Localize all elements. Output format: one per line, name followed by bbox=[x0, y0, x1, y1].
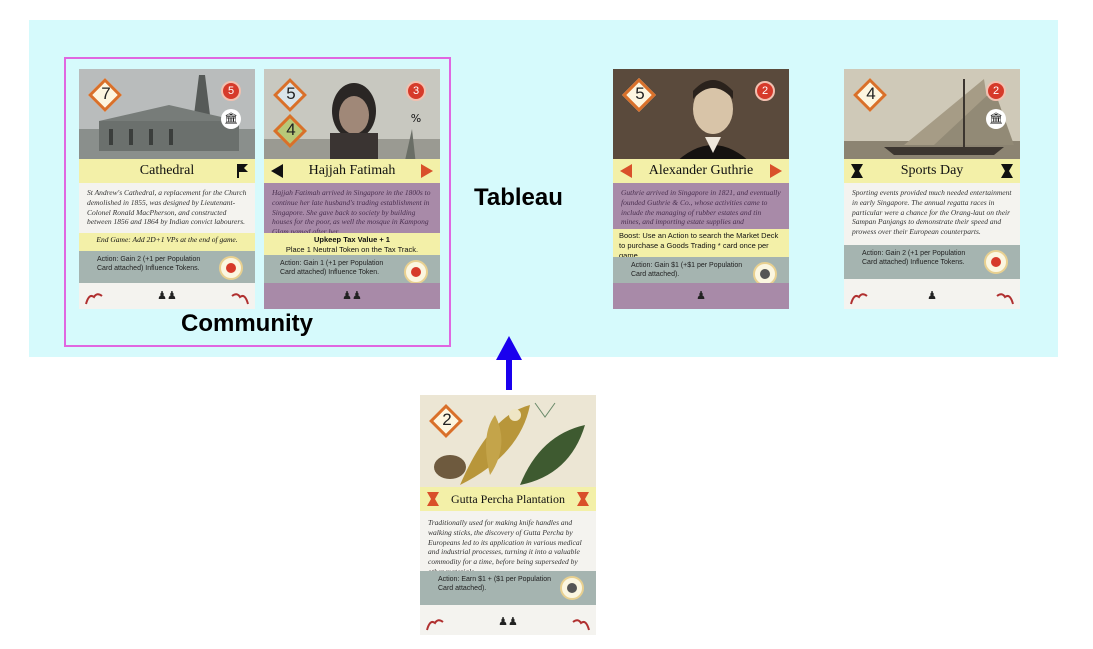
cost-badge: 2 bbox=[429, 404, 463, 438]
action-text: Action: Gain 1 (+1 per Population Card a… bbox=[280, 260, 384, 276]
effect-text: Boost: Use an Action to search the Marke… bbox=[619, 231, 779, 260]
card-footer: ♟ bbox=[613, 283, 789, 309]
vp-badge: 3 bbox=[406, 81, 426, 101]
card-effect: Boost: Use an Action to search the Marke… bbox=[613, 229, 789, 266]
community-label: Community bbox=[181, 310, 313, 337]
card-description: St Andrew's Cathedral, a replacement for… bbox=[87, 188, 247, 227]
card-action: Action: Earn $1 + ($1 per Population Car… bbox=[420, 571, 596, 605]
arrow-right-icon bbox=[770, 164, 782, 178]
population-icon: ♟♟ bbox=[157, 289, 177, 302]
arrow-left-icon bbox=[271, 164, 283, 178]
vp-badge: 5 bbox=[221, 81, 241, 101]
vp-badge: 2 bbox=[986, 81, 1006, 101]
ornament-icon bbox=[426, 619, 444, 631]
card-footer: ♟♟ bbox=[264, 283, 440, 309]
action-text: Action: Gain 2 (+1 per Population Card a… bbox=[862, 250, 966, 266]
card-description: Guthrie arrived in Singapore in 1821, an… bbox=[613, 183, 789, 236]
flag-icon bbox=[427, 492, 439, 506]
cost-badge: 7 bbox=[88, 78, 122, 112]
population-icon: ♟♟ bbox=[498, 615, 518, 628]
tableau-label: Tableau bbox=[474, 184, 563, 211]
card-hajjah-fatimah[interactable]: 5 4 3 % Hajjah Fatimah Hajjah Fatimah ar… bbox=[264, 69, 440, 309]
card-effect: End Game: Add 2D+1 VPs at the end of gam… bbox=[79, 233, 255, 251]
ornament-icon bbox=[996, 293, 1014, 305]
card-description: Traditionally used for making knife hand… bbox=[428, 518, 582, 576]
ornament-icon bbox=[85, 293, 103, 305]
card-title: Alexander Guthrie bbox=[648, 163, 754, 178]
cost-badge: 5 bbox=[622, 78, 656, 112]
card-alexander-guthrie[interactable]: 5 2 Alexander Guthrie Guthrie arrived in… bbox=[613, 69, 789, 309]
arrow-up-icon bbox=[496, 336, 522, 360]
card-action: Action: Gain 2 (+1 per Population Card a… bbox=[844, 245, 1020, 279]
cost-badge: 5 bbox=[273, 78, 307, 112]
card-footer: ♟ bbox=[844, 283, 1020, 309]
museum-icon: 🏛 bbox=[221, 109, 241, 129]
card-title-band: Hajjah Fatimah bbox=[264, 159, 440, 183]
population-icon: ♟ bbox=[927, 289, 937, 302]
vp-badge: 2 bbox=[755, 81, 775, 101]
population-icon: ♟♟ bbox=[342, 289, 362, 302]
action-text: Action: Gain 2 (+1 per Population Card a… bbox=[97, 256, 201, 272]
money-seal-icon bbox=[560, 576, 584, 600]
card-gutta-percha-plantation[interactable]: 2 Gutta Percha Plantation Traditionally … bbox=[420, 395, 596, 635]
flag-icon bbox=[237, 164, 248, 178]
action-text: Action: Gain $1 (+$1 per Population Card… bbox=[631, 262, 743, 278]
museum-icon: 🏛 bbox=[986, 109, 1006, 129]
card-title-band: Sports Day bbox=[844, 159, 1020, 183]
card-description: Hajjah Fatimah arrived in Singapore in t… bbox=[264, 183, 440, 236]
influence-seal-icon bbox=[984, 250, 1008, 274]
card-cathedral[interactable]: 7 5 🏛 Cathedral St Andrew's Cathedral, a… bbox=[79, 69, 255, 309]
card-effect: Upkeep Tax Value + 1 Place 1 Neutral Tok… bbox=[264, 233, 440, 255]
card-title: Sports Day bbox=[900, 163, 964, 178]
flag-icon bbox=[1001, 164, 1013, 178]
percent-icon: % bbox=[410, 112, 422, 125]
arrow-right-icon bbox=[421, 164, 433, 178]
card-sports-day[interactable]: 4 2 🏛 Sports Day Sporting events provide… bbox=[844, 69, 1020, 309]
card-title-band: Cathedral bbox=[79, 159, 255, 183]
card-footer: ♟♟ bbox=[420, 609, 596, 635]
card-title-band: Gutta Percha Plantation bbox=[420, 487, 596, 511]
arrow-shaft bbox=[506, 358, 512, 390]
card-footer: ♟♟ bbox=[79, 283, 255, 309]
influence-seal-icon bbox=[404, 260, 428, 284]
influence-seal-icon bbox=[219, 256, 243, 280]
ornament-icon bbox=[572, 619, 590, 631]
effect-title: Upkeep Tax Value + 1 bbox=[314, 235, 390, 244]
card-title: Hajjah Fatimah bbox=[308, 163, 396, 178]
cost-badge: 4 bbox=[853, 78, 887, 112]
card-title: Cathedral bbox=[139, 163, 195, 178]
ornament-icon bbox=[231, 293, 249, 305]
community-zone[interactable] bbox=[64, 57, 451, 347]
card-action: Action: Gain 2 (+1 per Population Card a… bbox=[79, 251, 255, 285]
card-description: Sporting events provided much needed ent… bbox=[852, 188, 1012, 236]
flag-icon bbox=[851, 164, 863, 178]
card-title-band: Alexander Guthrie bbox=[613, 159, 789, 183]
effect-text: Place 1 Neutral Token on the Tax Track. bbox=[285, 244, 419, 254]
population-icon: ♟ bbox=[696, 289, 706, 302]
card-title: Gutta Percha Plantation bbox=[451, 491, 565, 506]
ornament-icon bbox=[850, 293, 868, 305]
cost-badge-secondary: 4 bbox=[273, 114, 307, 148]
arrow-left-icon bbox=[620, 164, 632, 178]
action-text: Action: Earn $1 + ($1 per Population Car… bbox=[438, 576, 552, 592]
flag-icon bbox=[577, 492, 589, 506]
